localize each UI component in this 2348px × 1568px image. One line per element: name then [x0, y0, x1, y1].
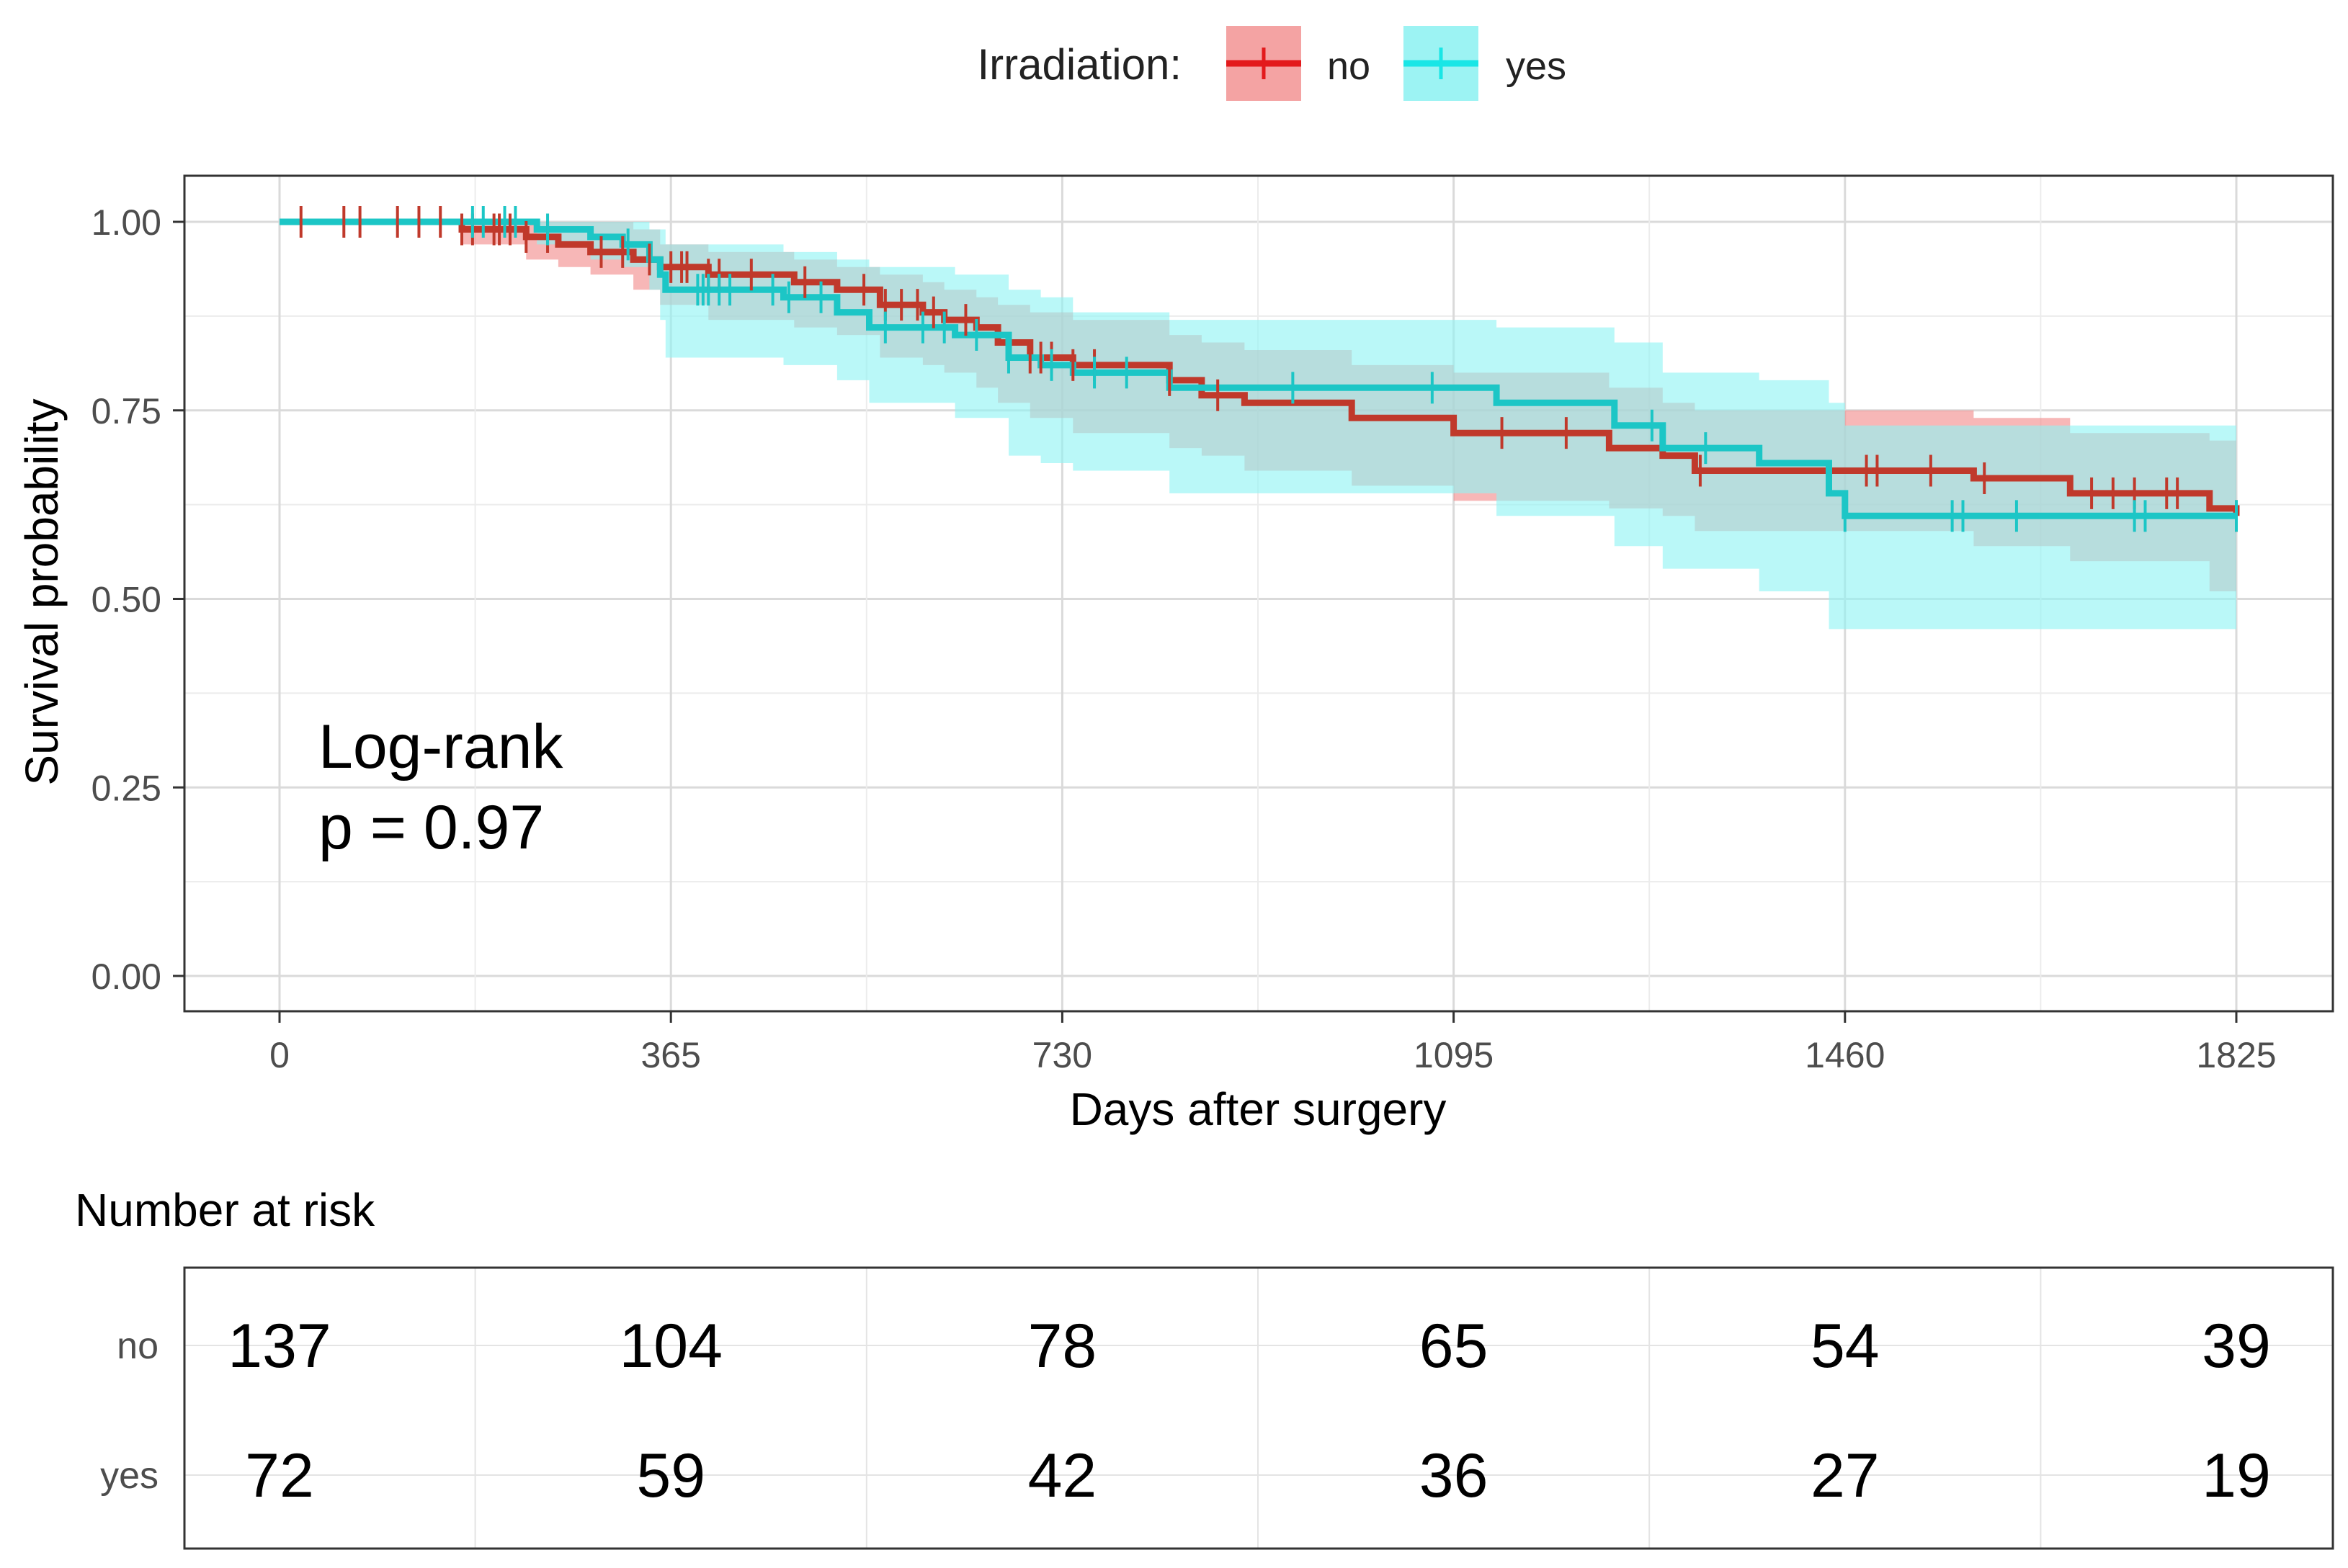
risk-row-label-no: no	[117, 1325, 159, 1367]
annotation: Log-rank p = 0.97	[318, 712, 563, 862]
risk-cell-no: 104	[619, 1312, 723, 1381]
legend: Irradiation: no yes	[978, 26, 1566, 101]
confidence-bands	[280, 222, 2236, 630]
legend-label-yes: yes	[1506, 45, 1566, 88]
y-axis: 0.00 0.25 0.50 0.75 1.00	[91, 202, 184, 997]
risk-cell-yes: 19	[2202, 1441, 2271, 1510]
censor-marks	[299, 206, 2238, 532]
risk-cell-no: 54	[1811, 1312, 1880, 1381]
risk-cell-yes: 27	[1811, 1441, 1880, 1510]
x-tick-label: 1095	[1414, 1035, 1494, 1075]
y-tick-label: 0.25	[91, 768, 161, 808]
x-tick-label: 1460	[1805, 1035, 1885, 1075]
x-tick-label: 365	[640, 1035, 700, 1075]
x-axis: 0 365 730 1095 1460 1825	[269, 1011, 2277, 1075]
annotation-line2: p = 0.97	[318, 793, 544, 862]
risk-table: Number at risk no 137 104 78 65 54 39 yes 72 59 42…	[75, 1184, 2334, 1550]
y-tick-label: 0.50	[91, 580, 161, 620]
legend-key-yes[interactable]	[1403, 26, 1478, 101]
risk-table-border	[183, 1266, 2334, 1550]
risk-table-cells: no 137 104 78 65 54 39 yes 72 59 42 36 27 19	[100, 1312, 2271, 1510]
risk-cell-no: 39	[2202, 1312, 2271, 1381]
survival-curve-yes	[280, 218, 2236, 519]
survival-curve-no	[280, 218, 2240, 516]
y-tick-label: 1.00	[91, 202, 161, 243]
x-tick-label: 1825	[2196, 1035, 2276, 1075]
risk-cell-yes: 59	[636, 1441, 705, 1510]
y-axis-title: Survival probability	[16, 398, 68, 785]
risk-table-title: Number at risk	[75, 1184, 375, 1236]
plot-area: 0.00 0.25 0.50 0.75 1.00 0 365 730 1095 1460 1825…	[16, 174, 2334, 1135]
x-tick-label: 730	[1032, 1035, 1092, 1075]
plot-border	[183, 174, 2334, 1013]
risk-cell-no: 137	[228, 1312, 331, 1381]
survival-curves	[280, 218, 2240, 519]
risk-cell-yes: 72	[245, 1441, 314, 1510]
risk-cell-no: 65	[1419, 1312, 1488, 1381]
risk-table-grid	[184, 1268, 2333, 1549]
x-tick-label: 0	[269, 1035, 290, 1075]
risk-cell-no: 78	[1028, 1312, 1097, 1381]
confidence-band-yes	[280, 222, 2236, 630]
legend-label-no: no	[1327, 45, 1370, 88]
x-axis-title: Days after surgery	[1070, 1083, 1447, 1135]
risk-row-label-yes: yes	[100, 1455, 159, 1497]
annotation-line1: Log-rank	[318, 712, 563, 781]
legend-key-no[interactable]	[1226, 26, 1301, 101]
y-tick-label: 0.00	[91, 957, 161, 997]
risk-cell-yes: 42	[1028, 1441, 1097, 1510]
risk-cell-yes: 36	[1419, 1441, 1488, 1510]
y-tick-label: 0.75	[91, 391, 161, 431]
legend-title: Irradiation:	[978, 40, 1182, 89]
